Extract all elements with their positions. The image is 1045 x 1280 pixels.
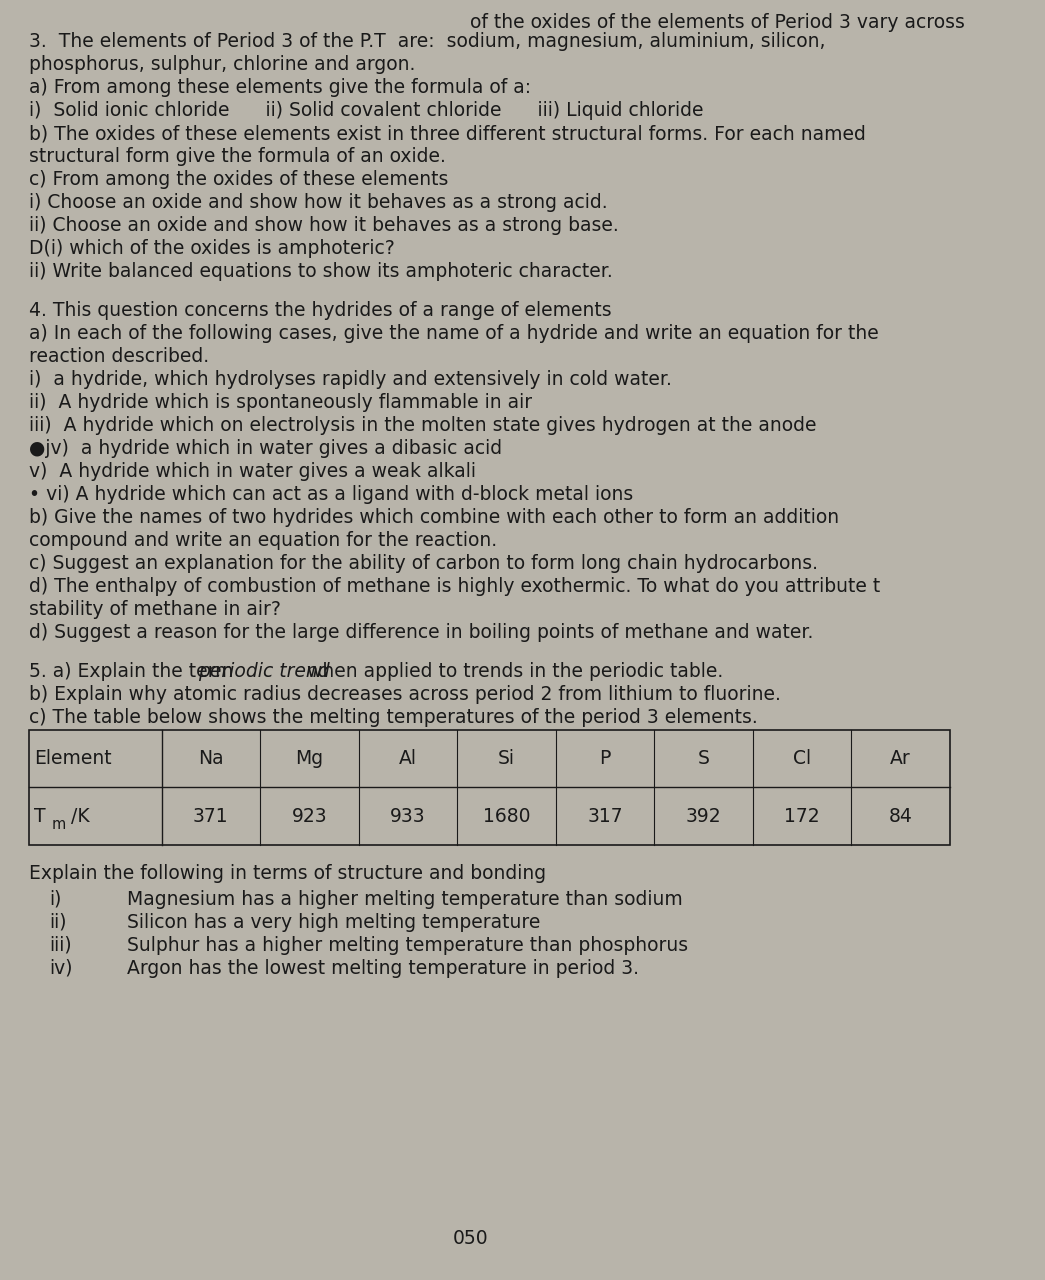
Text: stability of methane in air?: stability of methane in air? <box>29 600 281 620</box>
Text: phosphorus, sulphur, chlorine and argon.: phosphorus, sulphur, chlorine and argon. <box>29 55 416 74</box>
Text: • vi) A hydride which can act as a ligand with d-block metal ions: • vi) A hydride which can act as a ligan… <box>29 485 633 504</box>
Text: Cl: Cl <box>793 749 811 768</box>
Text: periodic trend: periodic trend <box>199 662 330 681</box>
Text: m: m <box>52 818 66 832</box>
Text: Element: Element <box>34 749 112 768</box>
Text: c) Suggest an explanation for the ability of carbon to form long chain hydrocarb: c) Suggest an explanation for the abilit… <box>29 554 818 573</box>
Text: S: S <box>698 749 710 768</box>
Text: 371: 371 <box>193 806 229 826</box>
Text: /K: /K <box>70 806 89 826</box>
Text: b) Give the names of two hydrides which combine with each other to form an addit: b) Give the names of two hydrides which … <box>29 508 839 527</box>
Text: structural form give the formula of an oxide.: structural form give the formula of an o… <box>29 147 446 166</box>
Text: when applied to trends in the periodic table.: when applied to trends in the periodic t… <box>301 662 723 681</box>
Text: T: T <box>34 806 46 826</box>
Text: 923: 923 <box>292 806 327 826</box>
Text: iii)  A hydride which on electrolysis in the molten state gives hydrogen at the : iii) A hydride which on electrolysis in … <box>29 416 817 435</box>
Text: Sulphur has a higher melting temperature than phosphorus: Sulphur has a higher melting temperature… <box>127 936 689 955</box>
Text: i) Choose an oxide and show how it behaves as a strong acid.: i) Choose an oxide and show how it behav… <box>29 193 608 212</box>
Text: ii) Choose an oxide and show how it behaves as a strong base.: ii) Choose an oxide and show how it beha… <box>29 216 619 236</box>
Text: Na: Na <box>199 749 224 768</box>
Text: Ar: Ar <box>890 749 911 768</box>
Text: b) The oxides of these elements exist in three different structural forms. For e: b) The oxides of these elements exist in… <box>29 124 866 143</box>
Text: 317: 317 <box>587 806 623 826</box>
Text: c) From among the oxides of these elements: c) From among the oxides of these elemen… <box>29 170 448 189</box>
Text: ii): ii) <box>49 913 67 932</box>
Text: 5. a) Explain the term: 5. a) Explain the term <box>29 662 240 681</box>
Text: ii) Write balanced equations to show its amphoteric character.: ii) Write balanced equations to show its… <box>29 262 613 282</box>
Text: v)  A hydride which in water gives a weak alkali: v) A hydride which in water gives a weak… <box>29 462 477 481</box>
Bar <box>29 730 950 845</box>
Text: iv): iv) <box>49 959 72 978</box>
Text: Si: Si <box>498 749 515 768</box>
Text: 4. This question concerns the hydrides of a range of elements: 4. This question concerns the hydrides o… <box>29 301 612 320</box>
Text: 172: 172 <box>785 806 820 826</box>
Text: d) The enthalpy of combustion of methane is highly exothermic. To what do you at: d) The enthalpy of combustion of methane… <box>29 577 881 596</box>
Text: compound and write an equation for the reaction.: compound and write an equation for the r… <box>29 531 497 550</box>
Text: P: P <box>600 749 610 768</box>
Text: of the oxides of the elements of Period 3 vary across: of the oxides of the elements of Period … <box>470 13 965 32</box>
Text: 1680: 1680 <box>483 806 530 826</box>
Text: Silicon has a very high melting temperature: Silicon has a very high melting temperat… <box>127 913 540 932</box>
Text: Explain the following in terms of structure and bonding: Explain the following in terms of struct… <box>29 864 547 883</box>
Text: a) From among these elements give the formula of a:: a) From among these elements give the fo… <box>29 78 532 97</box>
Text: 3.  The elements of Period 3 of the P.T  are:  sodium, magnesium, aluminium, sil: 3. The elements of Period 3 of the P.T a… <box>29 32 826 51</box>
Text: i)  a hydride, which hydrolyses rapidly and extensively in cold water.: i) a hydride, which hydrolyses rapidly a… <box>29 370 672 389</box>
Text: 933: 933 <box>390 806 425 826</box>
Text: Argon has the lowest melting temperature in period 3.: Argon has the lowest melting temperature… <box>127 959 640 978</box>
Text: D(i) which of the oxides is amphoteric?: D(i) which of the oxides is amphoteric? <box>29 239 395 259</box>
Text: c) The table below shows the melting temperatures of the period 3 elements.: c) The table below shows the melting tem… <box>29 708 758 727</box>
Text: ●jv)  a hydride which in water gives a dibasic acid: ●jv) a hydride which in water gives a di… <box>29 439 503 458</box>
Text: Al: Al <box>399 749 417 768</box>
Text: 392: 392 <box>686 806 721 826</box>
Text: b) Explain why atomic radius decreases across period 2 from lithium to fluorine.: b) Explain why atomic radius decreases a… <box>29 685 782 704</box>
Text: 050: 050 <box>452 1229 488 1248</box>
Text: d) Suggest a reason for the large difference in boiling points of methane and wa: d) Suggest a reason for the large differ… <box>29 623 814 643</box>
Text: iii): iii) <box>49 936 72 955</box>
Text: reaction described.: reaction described. <box>29 347 209 366</box>
Text: Mg: Mg <box>296 749 324 768</box>
Text: Magnesium has a higher melting temperature than sodium: Magnesium has a higher melting temperatu… <box>127 890 683 909</box>
Text: ii)  A hydride which is spontaneously flammable in air: ii) A hydride which is spontaneously fla… <box>29 393 533 412</box>
Text: i)  Solid ionic chloride      ii) Solid covalent chloride      iii) Liquid chlor: i) Solid ionic chloride ii) Solid covale… <box>29 101 704 120</box>
Text: a) In each of the following cases, give the name of a hydride and write an equat: a) In each of the following cases, give … <box>29 324 879 343</box>
Text: i): i) <box>49 890 62 909</box>
Text: 84: 84 <box>888 806 912 826</box>
